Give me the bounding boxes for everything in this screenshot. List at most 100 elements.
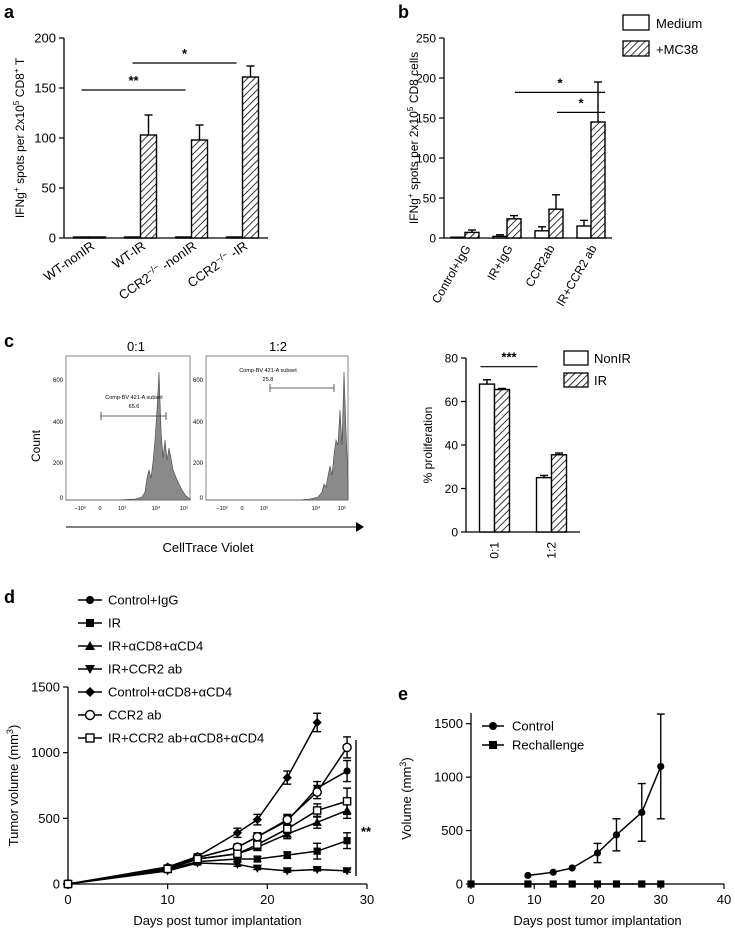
x-tick-label: 0 — [467, 892, 474, 907]
bar — [550, 454, 568, 533]
flow-ytick: 200 — [193, 461, 204, 467]
bar — [548, 208, 564, 239]
y-tick-label: 40 — [445, 439, 459, 453]
flow-title-1-2: 1:2 — [269, 339, 287, 354]
x-tick-label: CCR2ab — [522, 242, 557, 289]
label-superscript: 5 — [11, 100, 21, 105]
legend-label-ir: IR — [594, 373, 607, 388]
x-tick-label: WT-IR — [109, 238, 148, 271]
panel-b-chart: 0 50 100 150 200 250 Control+IgG IR+IgG CCR2abIR… — [405, 14, 702, 309]
y-tick-label: 0 — [49, 231, 56, 246]
data-point — [657, 880, 665, 888]
x-tick-label: Control+IgG — [429, 243, 474, 306]
label-part: Tumor volume (mm — [6, 734, 21, 846]
flow-xtick: 10⁴ — [152, 505, 161, 512]
bar — [492, 235, 508, 239]
panel-c-flow-histograms: Count 0:1 1:2 0 200 400 600 Comp-BV 421-… — [29, 339, 364, 555]
data-point — [342, 742, 352, 753]
x-tick-label: 30 — [360, 892, 374, 907]
flow-histogram-0-1 — [66, 371, 191, 501]
flow-ytick: 0 — [60, 496, 64, 502]
legend-label-medium: Medium — [656, 16, 702, 31]
data-point — [253, 855, 261, 863]
data-point — [467, 880, 475, 888]
data-point — [232, 860, 243, 869]
data-point — [568, 880, 576, 888]
legend-label: Control+IgG — [108, 593, 178, 608]
y-axis-label: Tumor volume (mm3) — [5, 725, 21, 847]
data-point — [343, 837, 351, 845]
y-tick-label: 1000 — [434, 770, 463, 785]
data-point — [252, 815, 262, 825]
flow-histogram-1-2 — [206, 371, 349, 501]
bar — [450, 236, 466, 239]
flow-gate-label-1-2: Comp-BV 421-A subset — [239, 368, 297, 374]
panel-label-d: d — [4, 587, 15, 607]
flow-ytick: 400 — [193, 420, 204, 426]
data-point — [253, 840, 262, 849]
x-tick-label: 0:1 — [488, 542, 502, 559]
legend-label: IR+CCR2 ab+αCD8+αCD4 — [108, 731, 264, 746]
data-point — [593, 849, 602, 857]
bar — [506, 218, 522, 239]
label-part: spots per 2x10 — [13, 105, 27, 187]
data-point — [489, 722, 497, 730]
legend-swatch-medium — [622, 14, 650, 31]
y-tick-label: 0 — [429, 232, 436, 246]
data-point — [84, 709, 96, 721]
label-part: T — [13, 57, 27, 68]
y-tick-label: 0 — [53, 877, 60, 892]
panel-label-b: b — [398, 2, 409, 22]
flow-xlabel: CellTrace Violet — [162, 540, 253, 555]
flow-title-0-1: 0:1 — [127, 339, 145, 354]
flow-xtick: 10⁵ — [180, 505, 188, 512]
label-part: IFNg — [407, 198, 421, 224]
flow-ytick: 0 — [200, 496, 204, 502]
flow-yticks-0-1: 0 200 400 600 — [53, 378, 64, 502]
flow-xtick: 0 — [240, 506, 243, 512]
bar — [464, 231, 480, 239]
data-point — [568, 864, 576, 872]
x-tick-label: 10 — [160, 892, 174, 907]
panel-d-tumor-growth-chart: 0 500 1000 1500 0 10 20 30 Days post tumor impla… — [5, 593, 374, 929]
y-tick-label: 250 — [416, 32, 436, 46]
series-line — [67, 862, 348, 885]
data-point — [86, 596, 94, 604]
data-point — [612, 831, 621, 839]
label-part: -nonIR — [156, 238, 200, 275]
flow-xticks-1-2: −10³ 0 10³ 10⁴ 10⁵ — [216, 505, 346, 512]
y-axis-label: IFNg+ spots per 2x105 CD8+ T — [11, 57, 27, 218]
flow-xtick: 10³ — [118, 506, 126, 512]
legend-label: IR — [108, 616, 121, 631]
data-point — [312, 717, 322, 728]
flow-ytick: 600 — [53, 378, 64, 384]
x-tick-label: 20 — [260, 892, 274, 907]
data-point — [233, 849, 242, 859]
label-superscript: + — [11, 68, 21, 73]
y-tick-label: 1500 — [434, 716, 463, 731]
data-point — [282, 867, 292, 876]
bar — [534, 230, 550, 239]
y-tick-label: 100 — [416, 152, 436, 166]
bar — [493, 388, 511, 533]
series-line — [67, 800, 348, 885]
label-superscript: + — [11, 187, 21, 192]
label-part: -IR — [224, 238, 250, 262]
label-part: CD8 — [13, 73, 27, 101]
data-point — [252, 831, 263, 842]
x-tick-label: IR+CCR2 ab — [553, 242, 599, 308]
data-point — [232, 828, 243, 838]
data-point — [524, 871, 532, 880]
bar — [139, 134, 158, 239]
bar — [190, 139, 209, 239]
data-point — [282, 773, 292, 783]
bar — [72, 236, 91, 239]
flow-count-label: Count — [29, 429, 43, 462]
legend-label-mc38: +MC38 — [656, 42, 698, 57]
data-point — [638, 880, 646, 888]
data-point — [282, 814, 293, 825]
x-tick-label: 0 — [64, 892, 71, 907]
flow-x-arrowhead — [356, 522, 364, 532]
data-point — [85, 687, 95, 697]
